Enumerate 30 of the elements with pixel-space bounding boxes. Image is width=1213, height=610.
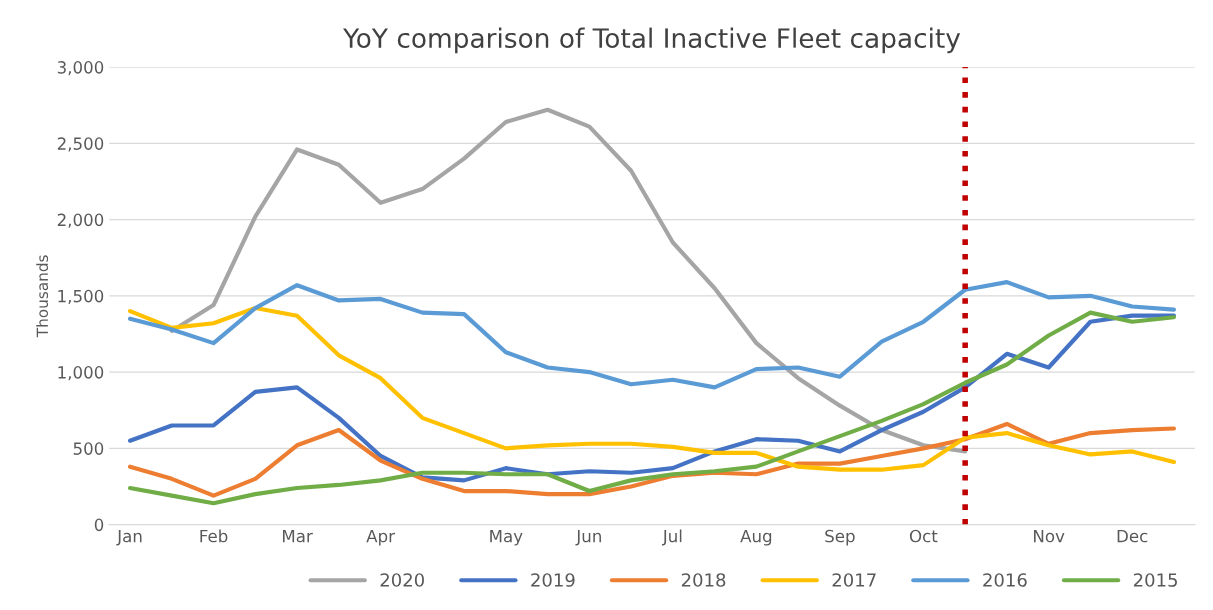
legend-label: 2017 xyxy=(832,573,876,587)
x-tick-label: Jul xyxy=(661,529,682,546)
y-axis-title: Thousands xyxy=(36,255,49,338)
y-tick-label: 0 xyxy=(94,518,104,532)
y-tick-label: 2,000 xyxy=(57,213,104,228)
y-tick-label: 1,500 xyxy=(58,289,104,305)
line-series xyxy=(169,107,968,454)
legend-label: 2015 xyxy=(1133,573,1177,587)
y-tick-label: 3,000 xyxy=(57,61,104,76)
x-tick-label: Jun xyxy=(575,529,601,546)
x-tick-label: Jan xyxy=(116,529,142,546)
x-tick-label: Feb xyxy=(200,529,228,543)
x-tick-label: Apr xyxy=(366,529,395,546)
y-tick-label: 2,500 xyxy=(57,137,104,152)
x-tick-label: Mar xyxy=(282,529,313,543)
x-tick-label: Aug xyxy=(740,529,772,546)
legend-label: 2019 xyxy=(531,573,575,587)
x-tick-label: Dec xyxy=(1117,529,1148,543)
y-tick-label: 500 xyxy=(73,442,104,455)
x-tick-label: May xyxy=(490,529,523,546)
legend-label: 2018 xyxy=(681,573,726,587)
legend-label: 2016 xyxy=(983,573,1027,587)
line-series xyxy=(127,421,1177,498)
line-series xyxy=(127,280,1177,390)
chart-title: YoY comparison of Total Inactive Fleet capacity xyxy=(343,27,961,54)
legend-label: 2020 xyxy=(380,573,424,587)
x-tick-label: Nov xyxy=(1034,529,1065,543)
x-tick-label: Oct xyxy=(909,529,938,543)
y-tick-label: 1,000 xyxy=(58,366,104,381)
x-tick-label: Sep xyxy=(825,529,855,546)
